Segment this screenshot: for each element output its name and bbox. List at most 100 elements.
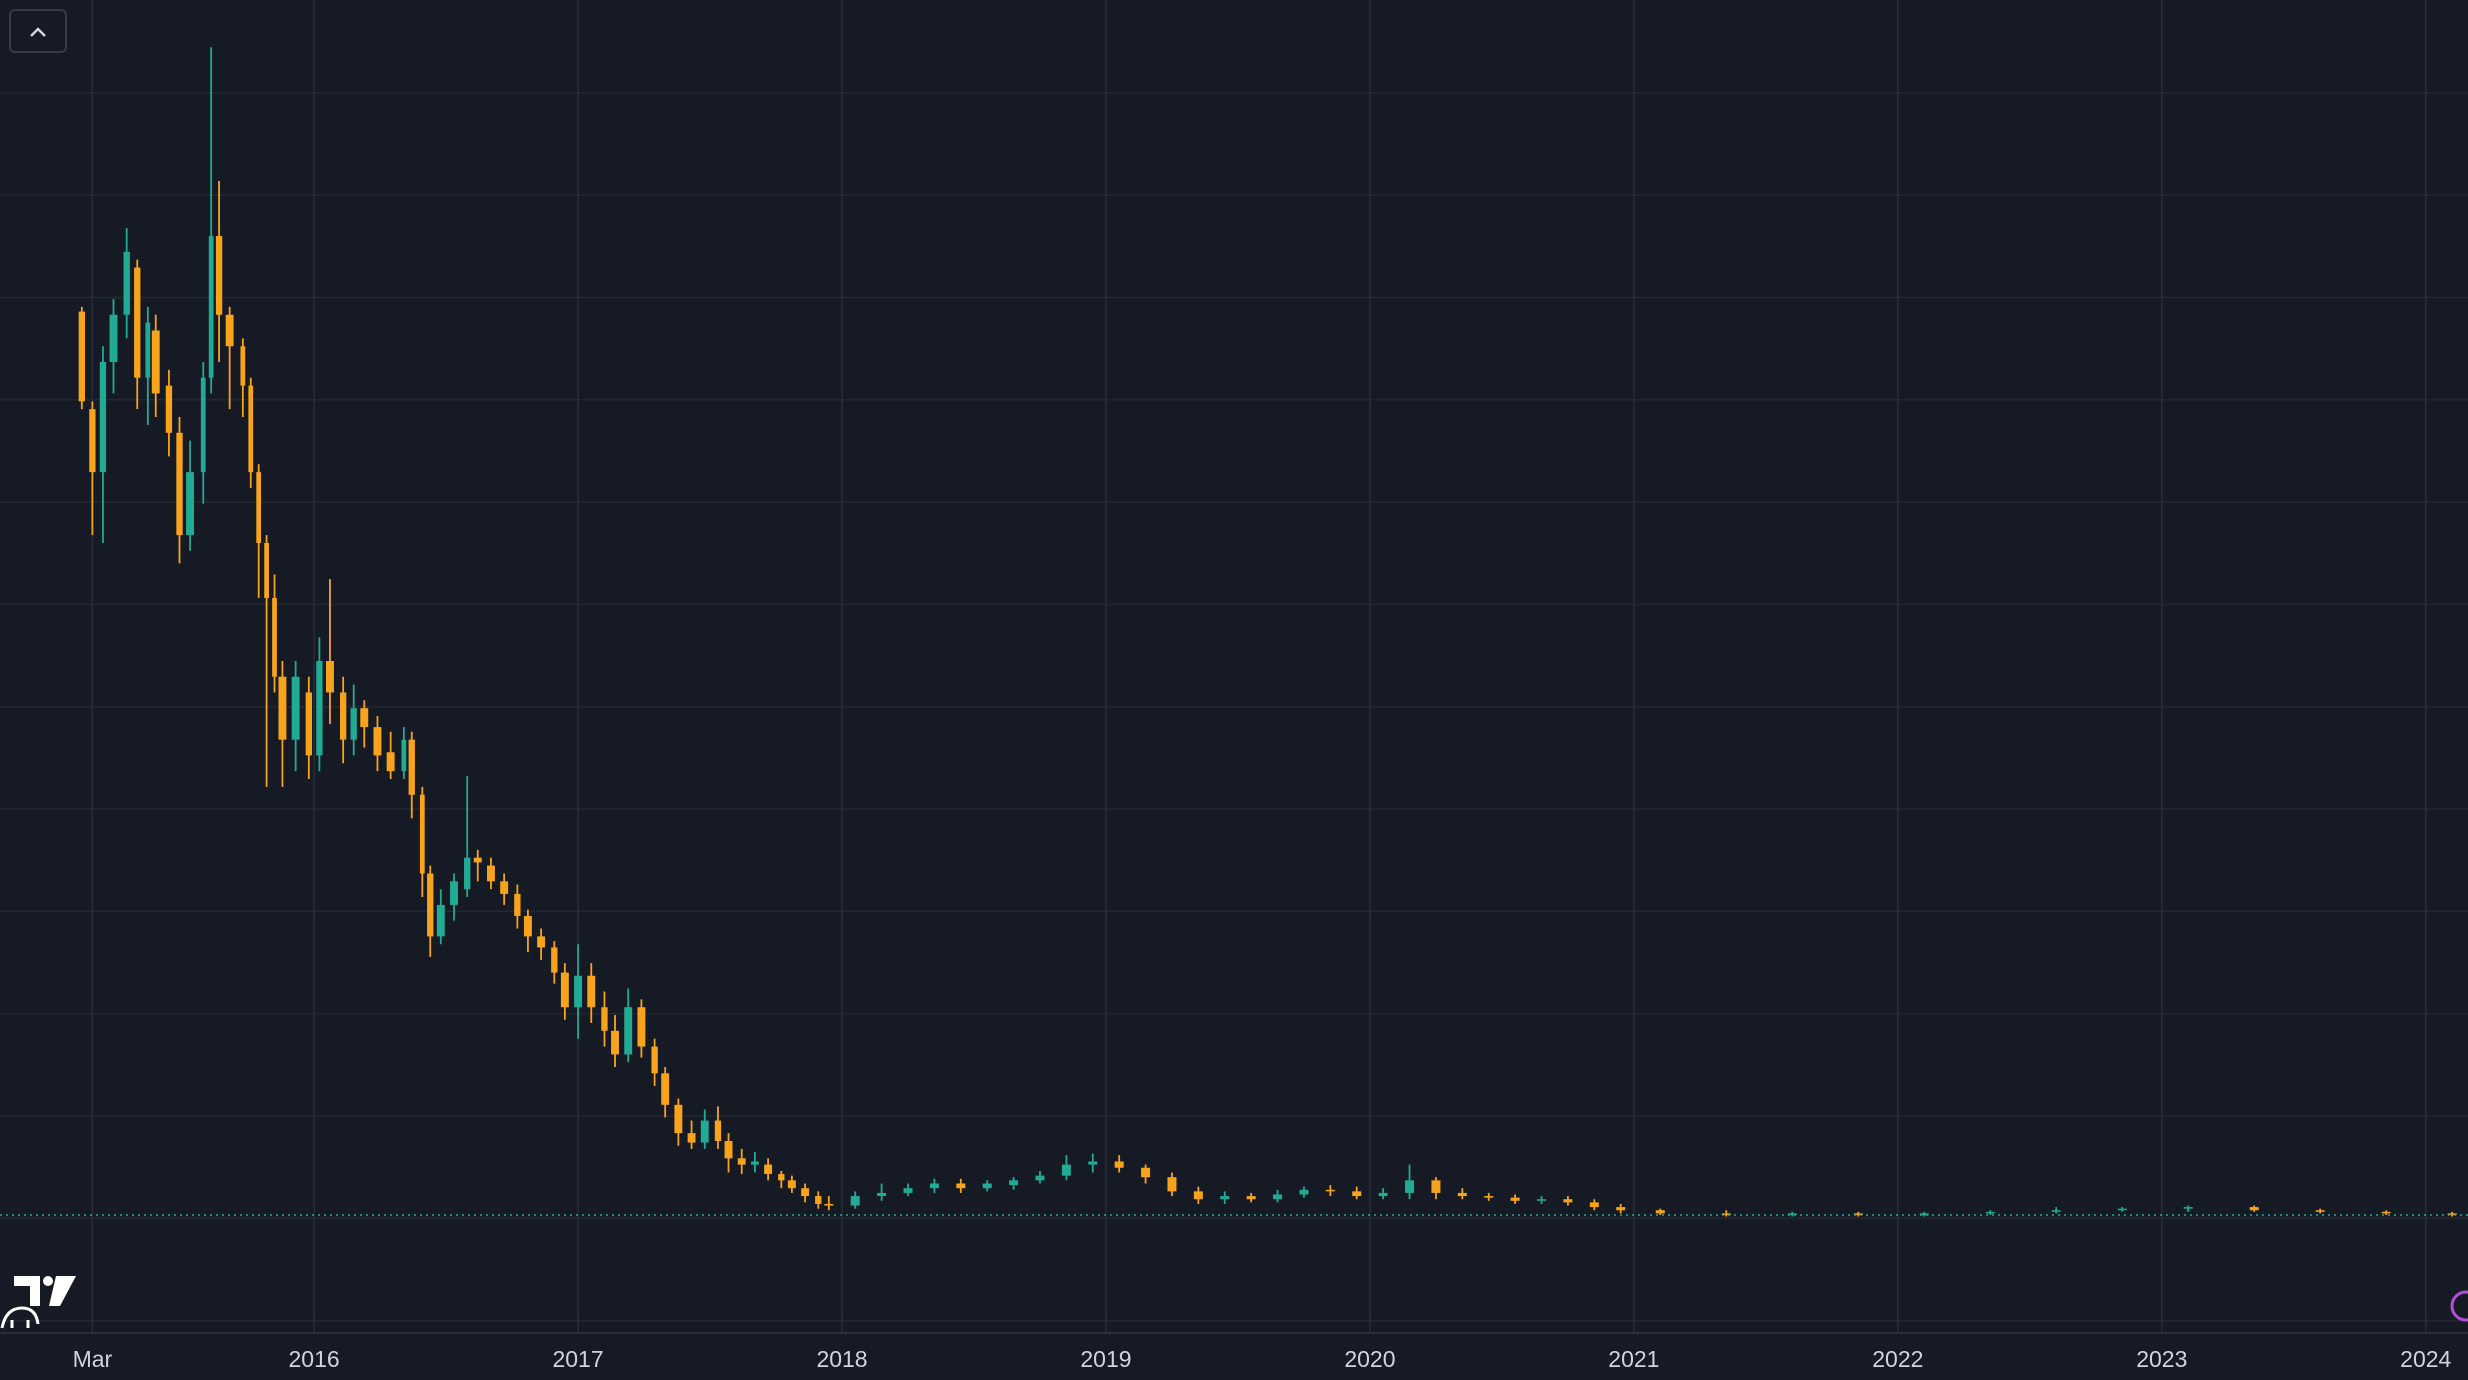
x-tick-label: 2024 [2400,1346,2451,1372]
x-axis: Mar 2016 2017 2018 2019 2020 2021 2022 2023 2024 [73,1346,2452,1372]
candle-body [1299,1189,1309,1195]
candle-body [560,972,569,1008]
candle-body [305,692,312,756]
logo-creature [0,1306,40,1329]
candle-body [2447,1213,2457,1215]
candle-body [1009,1180,1019,1186]
candle-body [350,708,357,740]
candle-body [1193,1191,1203,1200]
candle-body [651,1046,658,1074]
candle-body [1589,1202,1599,1208]
x-tick-label: 2017 [552,1346,603,1372]
candle-body [537,936,546,948]
x-tick-label: 2022 [1872,1346,1923,1372]
candle-body [145,322,151,378]
candle-body [1352,1191,1362,1197]
candle-body [815,1196,822,1204]
candle-body [89,409,96,473]
button-frame[interactable] [9,9,67,53]
candle-body [1088,1161,1098,1165]
candle-body [500,881,509,894]
candle-body [1985,1211,1995,1214]
candle-body [1405,1180,1415,1193]
candle-body [78,311,85,402]
candle-body [473,857,482,863]
candle-body [225,314,234,347]
candle-body [1325,1189,1335,1192]
candle-body [1141,1167,1151,1178]
candle-body [824,1203,834,1206]
candle-body [200,377,206,473]
x-tick-label: 2019 [1080,1346,1131,1372]
candle-body [1431,1180,1441,1193]
candle-body [248,385,254,473]
candle-body [1220,1196,1230,1200]
candle-body [1655,1210,1665,1214]
candle-body [982,1183,992,1189]
candle-body [850,1196,860,1206]
candle-body [151,330,160,394]
candle-body [291,676,300,740]
candle-body [339,692,347,740]
corner-indicator [2450,1290,2468,1322]
candle-body [764,1164,773,1175]
x-tick-label: 2023 [2136,1346,2187,1372]
candle-body [551,947,558,973]
candle-body [514,893,521,916]
candle-body [1510,1197,1520,1201]
candle-body [750,1161,759,1165]
candle-body [687,1133,696,1143]
candle-body [208,236,214,378]
logo-mark [49,1276,76,1306]
candle-body [123,251,130,315]
x-tick-label: 2020 [1344,1346,1395,1372]
candle-body [611,1030,619,1055]
candle-body [2117,1208,2127,1211]
candle-body [929,1183,939,1189]
candle-body [903,1188,913,1193]
candle-body [109,314,118,362]
candle-body [186,472,195,536]
candle-body [714,1120,722,1141]
candle-body [637,1007,646,1047]
candle-body [1563,1199,1573,1203]
candle-body [2249,1207,2259,1211]
candle-body [724,1140,733,1159]
candle-body [587,975,596,1008]
collapse-button[interactable] [9,9,67,53]
candle-body [1853,1213,1863,1215]
candle-body [360,708,369,728]
candle-body [1919,1213,1929,1215]
candle-body [787,1180,796,1189]
candle-body [2315,1210,2325,1212]
x-tick-label: 2018 [816,1346,867,1372]
candle-body [1616,1207,1626,1211]
x-tick-label: Mar [73,1346,113,1372]
candle-body [373,727,382,756]
candles [0,47,2468,1217]
candle-body [436,904,445,937]
candle-body [408,739,415,795]
candle-body [674,1104,683,1134]
candle-body [1787,1213,1797,1215]
candle-body [1273,1194,1283,1200]
candle-body [2051,1210,2061,1212]
candle-body [215,236,223,315]
candle-body [450,881,458,905]
candle-body [427,873,434,937]
candle-body [877,1192,887,1197]
candle-body [134,267,141,378]
candle-body [264,542,269,599]
candle-body [240,346,246,386]
logo-dot [43,1276,53,1286]
candle-body [386,752,395,772]
candle-body [165,385,173,433]
candle-body [1721,1213,1731,1215]
candle-body [661,1073,670,1105]
candle-body [1378,1192,1388,1197]
candle-body [1457,1192,1467,1197]
candle-body [176,432,183,536]
candle-body [487,865,495,882]
candle-body [574,975,583,1008]
